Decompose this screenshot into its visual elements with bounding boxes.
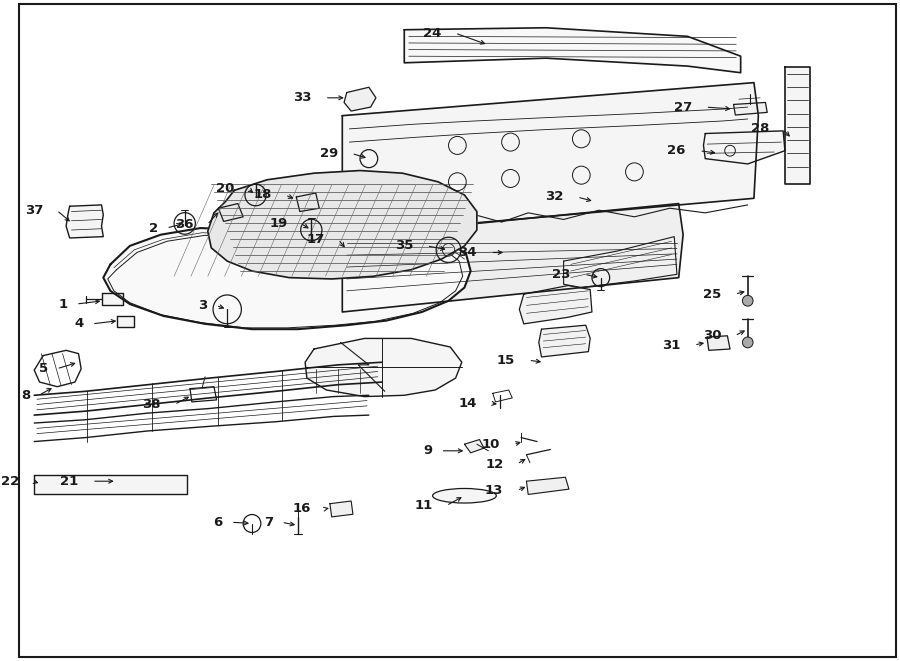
Text: 2: 2: [149, 221, 158, 235]
Polygon shape: [342, 204, 683, 312]
Polygon shape: [104, 223, 471, 329]
Text: 11: 11: [414, 499, 433, 512]
Polygon shape: [704, 131, 785, 164]
Polygon shape: [526, 477, 569, 494]
Polygon shape: [519, 286, 592, 324]
Text: 37: 37: [24, 204, 43, 217]
Text: 21: 21: [60, 475, 78, 488]
Text: 1: 1: [58, 297, 68, 311]
Text: 36: 36: [176, 218, 194, 231]
Text: 4: 4: [75, 317, 84, 330]
Text: 28: 28: [751, 122, 769, 136]
Text: 7: 7: [264, 516, 274, 529]
Text: 16: 16: [292, 502, 311, 516]
Text: 13: 13: [485, 484, 503, 497]
Text: 9: 9: [424, 444, 433, 457]
Text: 14: 14: [458, 397, 477, 410]
Polygon shape: [404, 28, 741, 73]
Text: 19: 19: [269, 217, 287, 230]
Text: 30: 30: [703, 329, 721, 342]
Polygon shape: [563, 237, 677, 288]
Text: 31: 31: [662, 338, 680, 352]
Polygon shape: [734, 102, 767, 115]
Polygon shape: [117, 316, 134, 327]
Text: 5: 5: [40, 362, 49, 375]
Text: 17: 17: [306, 233, 325, 246]
Text: 27: 27: [674, 100, 692, 114]
Text: 38: 38: [142, 398, 161, 411]
Text: 10: 10: [482, 438, 500, 451]
Text: 24: 24: [423, 26, 441, 40]
Polygon shape: [296, 193, 320, 212]
Text: 29: 29: [320, 147, 338, 160]
Text: 12: 12: [485, 457, 503, 471]
Polygon shape: [208, 171, 477, 279]
Ellipse shape: [433, 488, 496, 503]
Text: 22: 22: [1, 475, 19, 488]
Polygon shape: [785, 67, 810, 184]
Polygon shape: [344, 87, 376, 111]
Polygon shape: [305, 338, 462, 397]
Text: 25: 25: [703, 288, 721, 301]
Circle shape: [742, 295, 753, 306]
Text: 6: 6: [213, 516, 223, 529]
Text: 35: 35: [395, 239, 413, 253]
Text: 32: 32: [545, 190, 563, 204]
Text: 20: 20: [216, 182, 234, 195]
Polygon shape: [464, 440, 484, 453]
Text: 3: 3: [199, 299, 208, 312]
Polygon shape: [102, 293, 122, 305]
Polygon shape: [330, 501, 353, 517]
Polygon shape: [707, 336, 730, 350]
Text: 34: 34: [458, 246, 477, 259]
Text: 26: 26: [668, 144, 686, 157]
Polygon shape: [34, 475, 187, 494]
Text: 15: 15: [497, 354, 515, 367]
Polygon shape: [219, 204, 243, 221]
Polygon shape: [539, 325, 590, 357]
Text: 23: 23: [553, 268, 571, 281]
Circle shape: [742, 337, 753, 348]
Polygon shape: [342, 83, 759, 235]
Text: 8: 8: [22, 389, 31, 402]
Text: 33: 33: [292, 91, 311, 104]
Polygon shape: [66, 205, 104, 238]
Text: 18: 18: [253, 188, 272, 202]
